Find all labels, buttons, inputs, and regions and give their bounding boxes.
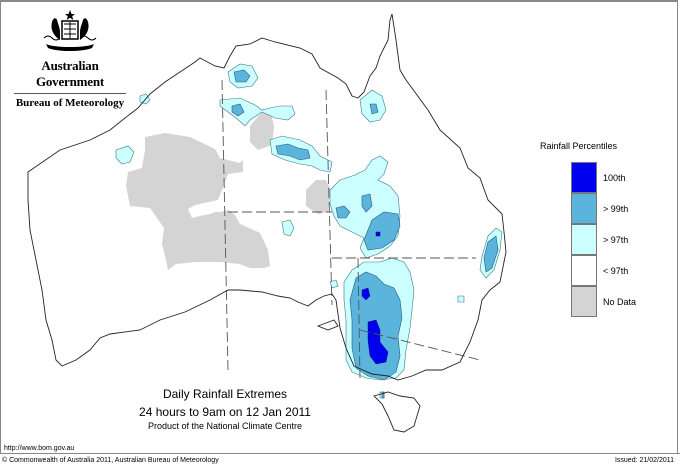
- no-data-regions: [126, 110, 330, 270]
- legend-item-99th: > 99th: [540, 193, 670, 224]
- legend-swatch: [571, 286, 597, 317]
- issued-date: Issued: 21/02/2011: [614, 457, 674, 464]
- rainfall-99th-regions: [231, 69, 499, 399]
- state-borders: [221, 79, 481, 379]
- map-frame: [0, 0, 678, 453]
- legend-item-100th: 100th: [540, 162, 670, 193]
- government-title: Australian Government: [35, 58, 105, 89]
- legend-item-no-data: No Data: [540, 286, 670, 317]
- legend-item-97th: > 97th: [540, 224, 670, 255]
- legend-swatch: [571, 162, 597, 193]
- government-logo: Australian Government Bureau of Meteorol…: [8, 8, 132, 109]
- coat-of-arms-icon: [43, 10, 97, 51]
- footer-divider: [0, 453, 680, 454]
- legend-label: No Data: [603, 296, 637, 307]
- legend: Rainfall Percentiles 100th > 99th > 97th…: [540, 141, 670, 317]
- divider: [14, 93, 126, 94]
- bom-url-link[interactable]: http://www.bom.gov.au: [4, 445, 75, 452]
- map-period: 24 hours to 9am on 12 Jan 2011: [139, 405, 311, 419]
- australia-rainfall-map: [27, 13, 507, 433]
- agency-title: Bureau of Meteorology: [15, 97, 125, 109]
- legend-swatch: [571, 224, 597, 255]
- legend-label: 100th: [603, 172, 626, 183]
- legend-title: Rainfall Percentiles: [540, 141, 618, 151]
- legend-item-below-97th: < 97th: [540, 255, 670, 286]
- map-product: Product of the National Climate Centre: [147, 421, 303, 431]
- copyright-text: © Commonwealth of Australia 2011, Austra…: [2, 457, 219, 464]
- map-title: Daily Rainfall Extremes: [162, 387, 288, 401]
- coastline: [27, 13, 507, 433]
- tasmania: [373, 391, 421, 433]
- legend-swatch: [571, 255, 597, 286]
- legend-label: < 97th: [603, 265, 629, 276]
- rainfall-100th-regions: [361, 231, 389, 365]
- legend-label: > 97th: [603, 234, 629, 245]
- legend-swatch: [571, 193, 597, 224]
- legend-label: > 99th: [603, 203, 629, 214]
